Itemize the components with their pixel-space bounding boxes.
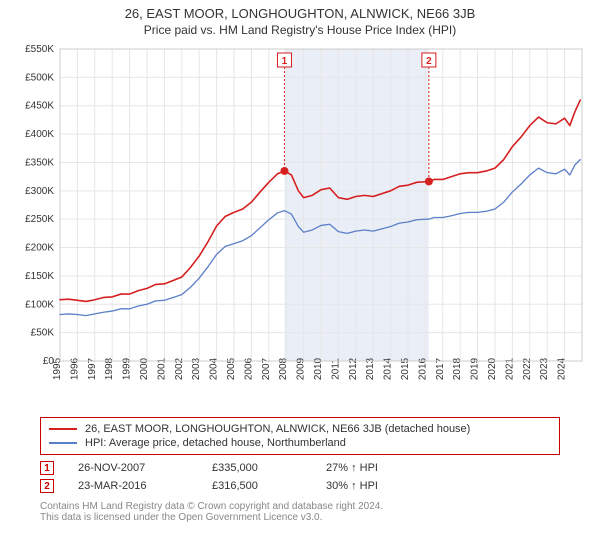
sale-date: 26-NOV-2007 <box>78 462 188 474</box>
y-tick-label: £100K <box>25 299 54 310</box>
chart-title: 26, EAST MOOR, LONGHOUGHTON, ALNWICK, NE… <box>0 0 600 21</box>
y-tick-label: £300K <box>25 186 54 197</box>
footer-line-2: This data is licensed under the Open Gov… <box>40 512 560 523</box>
y-tick-label: £200K <box>25 243 54 254</box>
y-tick-label: £150K <box>25 271 54 282</box>
sale-price: £316,500 <box>212 480 302 492</box>
sale-marker-num: 2 <box>426 56 432 67</box>
sale-marker-badge: 1 <box>40 461 54 475</box>
chart-subtitle: Price paid vs. HM Land Registry's House … <box>0 21 600 41</box>
legend-item: 26, EAST MOOR, LONGHOUGHTON, ALNWICK, NE… <box>49 422 551 436</box>
legend-label: HPI: Average price, detached house, Nort… <box>85 437 346 449</box>
legend-label: 26, EAST MOOR, LONGHOUGHTON, ALNWICK, NE… <box>85 423 470 435</box>
y-tick-label: £500K <box>25 72 54 83</box>
chart-container: 26, EAST MOOR, LONGHOUGHTON, ALNWICK, NE… <box>0 0 600 560</box>
chart-plot-area: £0£50K£100K£150K£200K£250K£300K£350K£400… <box>10 41 590 411</box>
line-chart-svg: £0£50K£100K£150K£200K£250K£300K£350K£400… <box>10 41 590 411</box>
y-tick-label: £50K <box>31 328 55 339</box>
sale-vs-hpi: 30% ↑ HPI <box>326 480 436 492</box>
y-tick-label: £400K <box>25 129 54 140</box>
sales-row: 2 23-MAR-2016 £316,500 30% ↑ HPI <box>40 477 560 495</box>
legend-swatch <box>49 442 77 444</box>
sales-row: 1 26-NOV-2007 £335,000 27% ↑ HPI <box>40 459 560 477</box>
sale-marker-badge: 2 <box>40 479 54 493</box>
sale-marker-num: 1 <box>282 56 288 67</box>
shaded-band <box>284 49 428 361</box>
sale-vs-hpi: 27% ↑ HPI <box>326 462 436 474</box>
y-tick-label: £450K <box>25 101 54 112</box>
legend-swatch <box>49 428 77 430</box>
sale-date: 23-MAR-2016 <box>78 480 188 492</box>
sale-price: £335,000 <box>212 462 302 474</box>
sale-dot <box>280 167 288 175</box>
footer-line-1: Contains HM Land Registry data © Crown c… <box>40 501 560 512</box>
legend-box: 26, EAST MOOR, LONGHOUGHTON, ALNWICK, NE… <box>40 417 560 455</box>
legend-item: HPI: Average price, detached house, Nort… <box>49 436 551 450</box>
y-tick-label: £550K <box>25 44 54 55</box>
sale-dot <box>425 177 433 185</box>
sales-table: 1 26-NOV-2007 £335,000 27% ↑ HPI 2 23-MAR-201… <box>40 459 560 495</box>
y-tick-label: £350K <box>25 157 54 168</box>
y-tick-label: £250K <box>25 214 54 225</box>
footer-attribution: Contains HM Land Registry data © Crown c… <box>40 501 560 523</box>
